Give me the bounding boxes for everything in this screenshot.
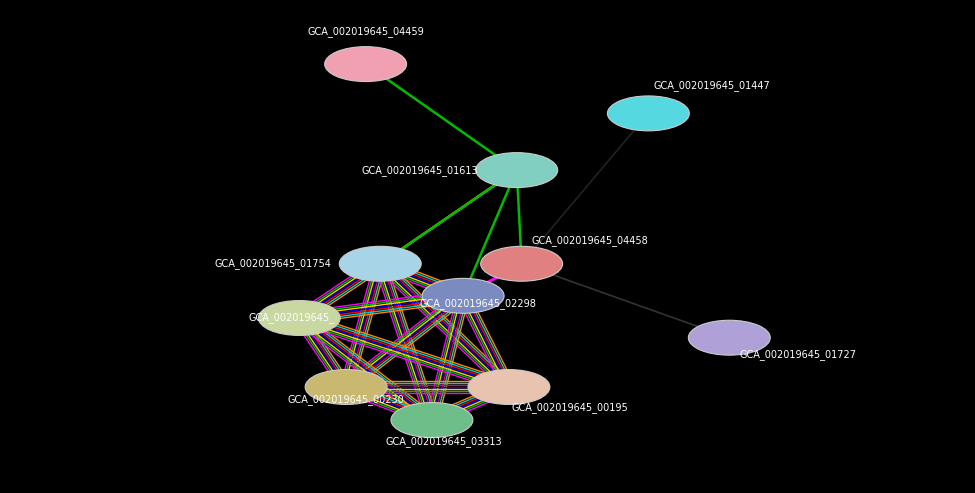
Ellipse shape bbox=[305, 370, 387, 404]
Text: GCA_002019645_01613: GCA_002019645_01613 bbox=[361, 165, 478, 176]
Ellipse shape bbox=[688, 320, 770, 355]
Text: GCA_002019645_03313: GCA_002019645_03313 bbox=[385, 436, 502, 447]
Ellipse shape bbox=[258, 301, 340, 335]
Text: GCA_002019645_01754: GCA_002019645_01754 bbox=[214, 258, 332, 269]
Text: GCA_002019645_00230: GCA_002019645_00230 bbox=[288, 394, 405, 405]
Ellipse shape bbox=[476, 153, 558, 187]
Text: GCA_002019645_01727: GCA_002019645_01727 bbox=[739, 350, 856, 360]
Ellipse shape bbox=[325, 47, 407, 81]
Text: GCA_002019645_01447: GCA_002019645_01447 bbox=[653, 80, 770, 91]
Ellipse shape bbox=[422, 279, 504, 313]
Text: GCA_002019645_: GCA_002019645_ bbox=[249, 313, 334, 323]
Ellipse shape bbox=[607, 96, 689, 131]
Text: GCA_002019645_04458: GCA_002019645_04458 bbox=[531, 236, 648, 246]
Ellipse shape bbox=[391, 403, 473, 437]
Ellipse shape bbox=[339, 246, 421, 281]
Ellipse shape bbox=[481, 246, 563, 281]
Text: GCA_002019645_00195: GCA_002019645_00195 bbox=[512, 402, 629, 413]
Text: GCA_002019645_04459: GCA_002019645_04459 bbox=[307, 26, 424, 37]
Text: GCA_002019645_02298: GCA_002019645_02298 bbox=[419, 298, 536, 309]
Ellipse shape bbox=[468, 370, 550, 404]
